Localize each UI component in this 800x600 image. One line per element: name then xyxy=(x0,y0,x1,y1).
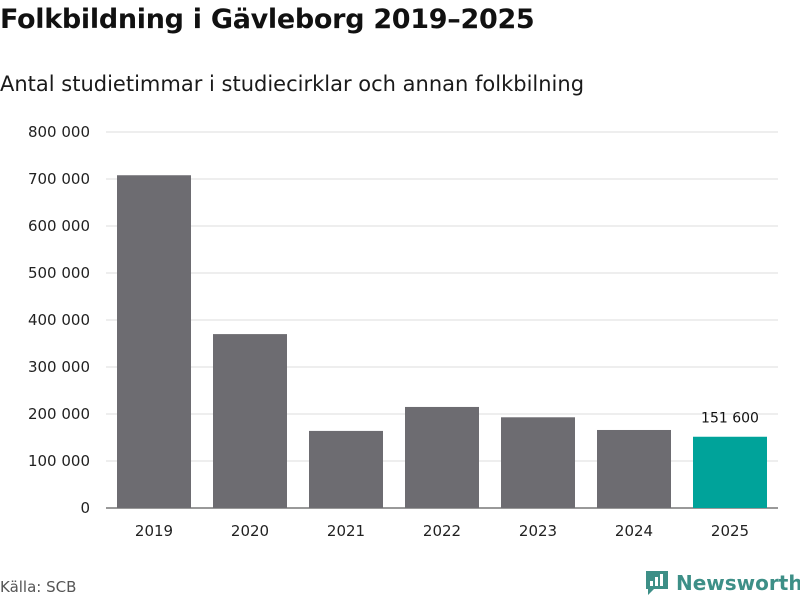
x-tick-label: 2020 xyxy=(231,522,269,540)
bar-2025 xyxy=(693,436,767,508)
y-tick-label: 700 000 xyxy=(28,170,90,188)
y-tick-label: 500 000 xyxy=(28,264,90,282)
bar-2021 xyxy=(309,430,383,508)
x-tick-label: 2023 xyxy=(519,522,557,540)
data-label-2025: 151 600 xyxy=(701,411,759,427)
newsworthy-logo-icon xyxy=(646,571,668,595)
bar-2019 xyxy=(117,175,191,509)
y-axis-tick-labels: 0 100 000 200 000 300 000 400 000 500 000 600 … xyxy=(28,123,90,517)
source-note: Källa: SCB xyxy=(0,578,77,596)
x-tick-label: 2024 xyxy=(615,522,653,540)
chart-subtitle: Antal studietimmar i studiecirklar och a… xyxy=(0,72,585,96)
x-tick-label: 2019 xyxy=(135,522,173,540)
bar-2023 xyxy=(501,417,575,508)
bar-2022 xyxy=(405,406,479,508)
chart-title: Folkbildning i Gävleborg 2019–2025 xyxy=(0,4,535,35)
brand-name: Newsworthy xyxy=(676,571,800,595)
y-tick-label: 600 000 xyxy=(28,217,90,235)
gridlines xyxy=(106,131,778,509)
y-tick-label: 300 000 xyxy=(28,358,90,376)
x-tick-label: 2021 xyxy=(327,522,365,540)
bar-chart: 0 100 000 200 000 300 000 400 000 500 000 600 … xyxy=(28,123,778,540)
y-tick-label: 800 000 xyxy=(28,123,90,141)
bar-2020 xyxy=(213,334,287,508)
bar-2024 xyxy=(597,429,671,508)
y-tick-label: 100 000 xyxy=(28,452,90,470)
brand: Newsworthy xyxy=(644,569,800,597)
x-tick-label: 2022 xyxy=(423,522,461,540)
y-tick-label: 400 000 xyxy=(28,311,90,329)
y-tick-label: 0 xyxy=(80,499,90,517)
x-tick-label: 2025 xyxy=(711,522,749,540)
data-labels: 151 600 xyxy=(701,411,759,427)
bars xyxy=(117,175,767,509)
x-axis-tick-labels: 2019 2020 2021 2022 2023 2024 2025 xyxy=(135,522,749,540)
y-tick-label: 200 000 xyxy=(28,405,90,423)
